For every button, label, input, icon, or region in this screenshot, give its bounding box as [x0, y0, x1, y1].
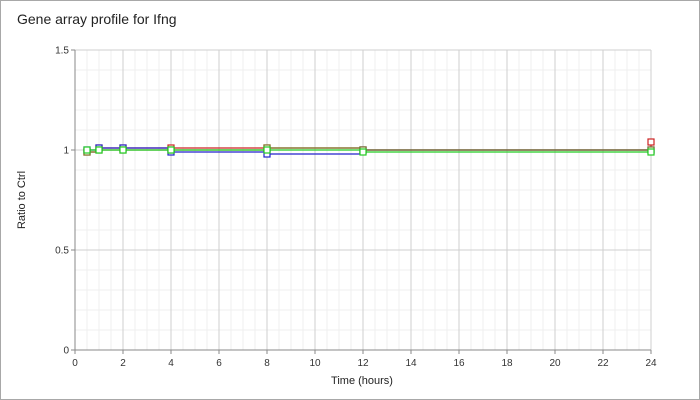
series-4: [83, 146, 655, 156]
x-tick-label: 6: [216, 358, 222, 369]
data-point-marker: [263, 146, 271, 154]
y-tick-label: 0: [63, 346, 69, 357]
chart-title: Gene array profile for Ifng: [17, 11, 177, 27]
x-tick-label: 22: [597, 358, 609, 369]
x-tick-label: 14: [405, 358, 417, 369]
series-layer: [83, 138, 655, 158]
data-point-marker: [95, 146, 103, 154]
x-tick-label: 12: [357, 358, 369, 369]
y-axis-ticks: 0 0.5 1 1.5: [55, 46, 75, 357]
y-axis-label: Ratio to Ctrl: [16, 171, 28, 229]
x-axis-label: Time (hours): [331, 375, 393, 387]
x-tick-label: 16: [453, 358, 465, 369]
y-tick-label: 1.5: [55, 46, 69, 57]
data-point-marker: [83, 146, 91, 154]
x-tick-label: 0: [72, 358, 78, 369]
y-tick-label: 1: [63, 146, 69, 157]
x-tick-label: 24: [645, 358, 657, 369]
x-tick-label: 20: [549, 358, 561, 369]
x-tick-label: 10: [309, 358, 321, 369]
data-point-marker: [647, 138, 655, 146]
data-point-marker: [167, 146, 175, 154]
major-grid: [74, 49, 652, 351]
data-point-marker: [119, 146, 127, 154]
x-tick-label: 2: [120, 358, 126, 369]
data-point-marker: [647, 148, 655, 156]
x-tick-label: 18: [501, 358, 513, 369]
y-tick-label: 0.5: [55, 246, 69, 257]
x-axis-ticks: 0 2 4 6 8 10 12 14 16 18 20 22 24: [72, 350, 657, 369]
x-tick-label: 8: [264, 358, 270, 369]
data-point-marker: [359, 148, 367, 156]
x-tick-label: 4: [168, 358, 174, 369]
